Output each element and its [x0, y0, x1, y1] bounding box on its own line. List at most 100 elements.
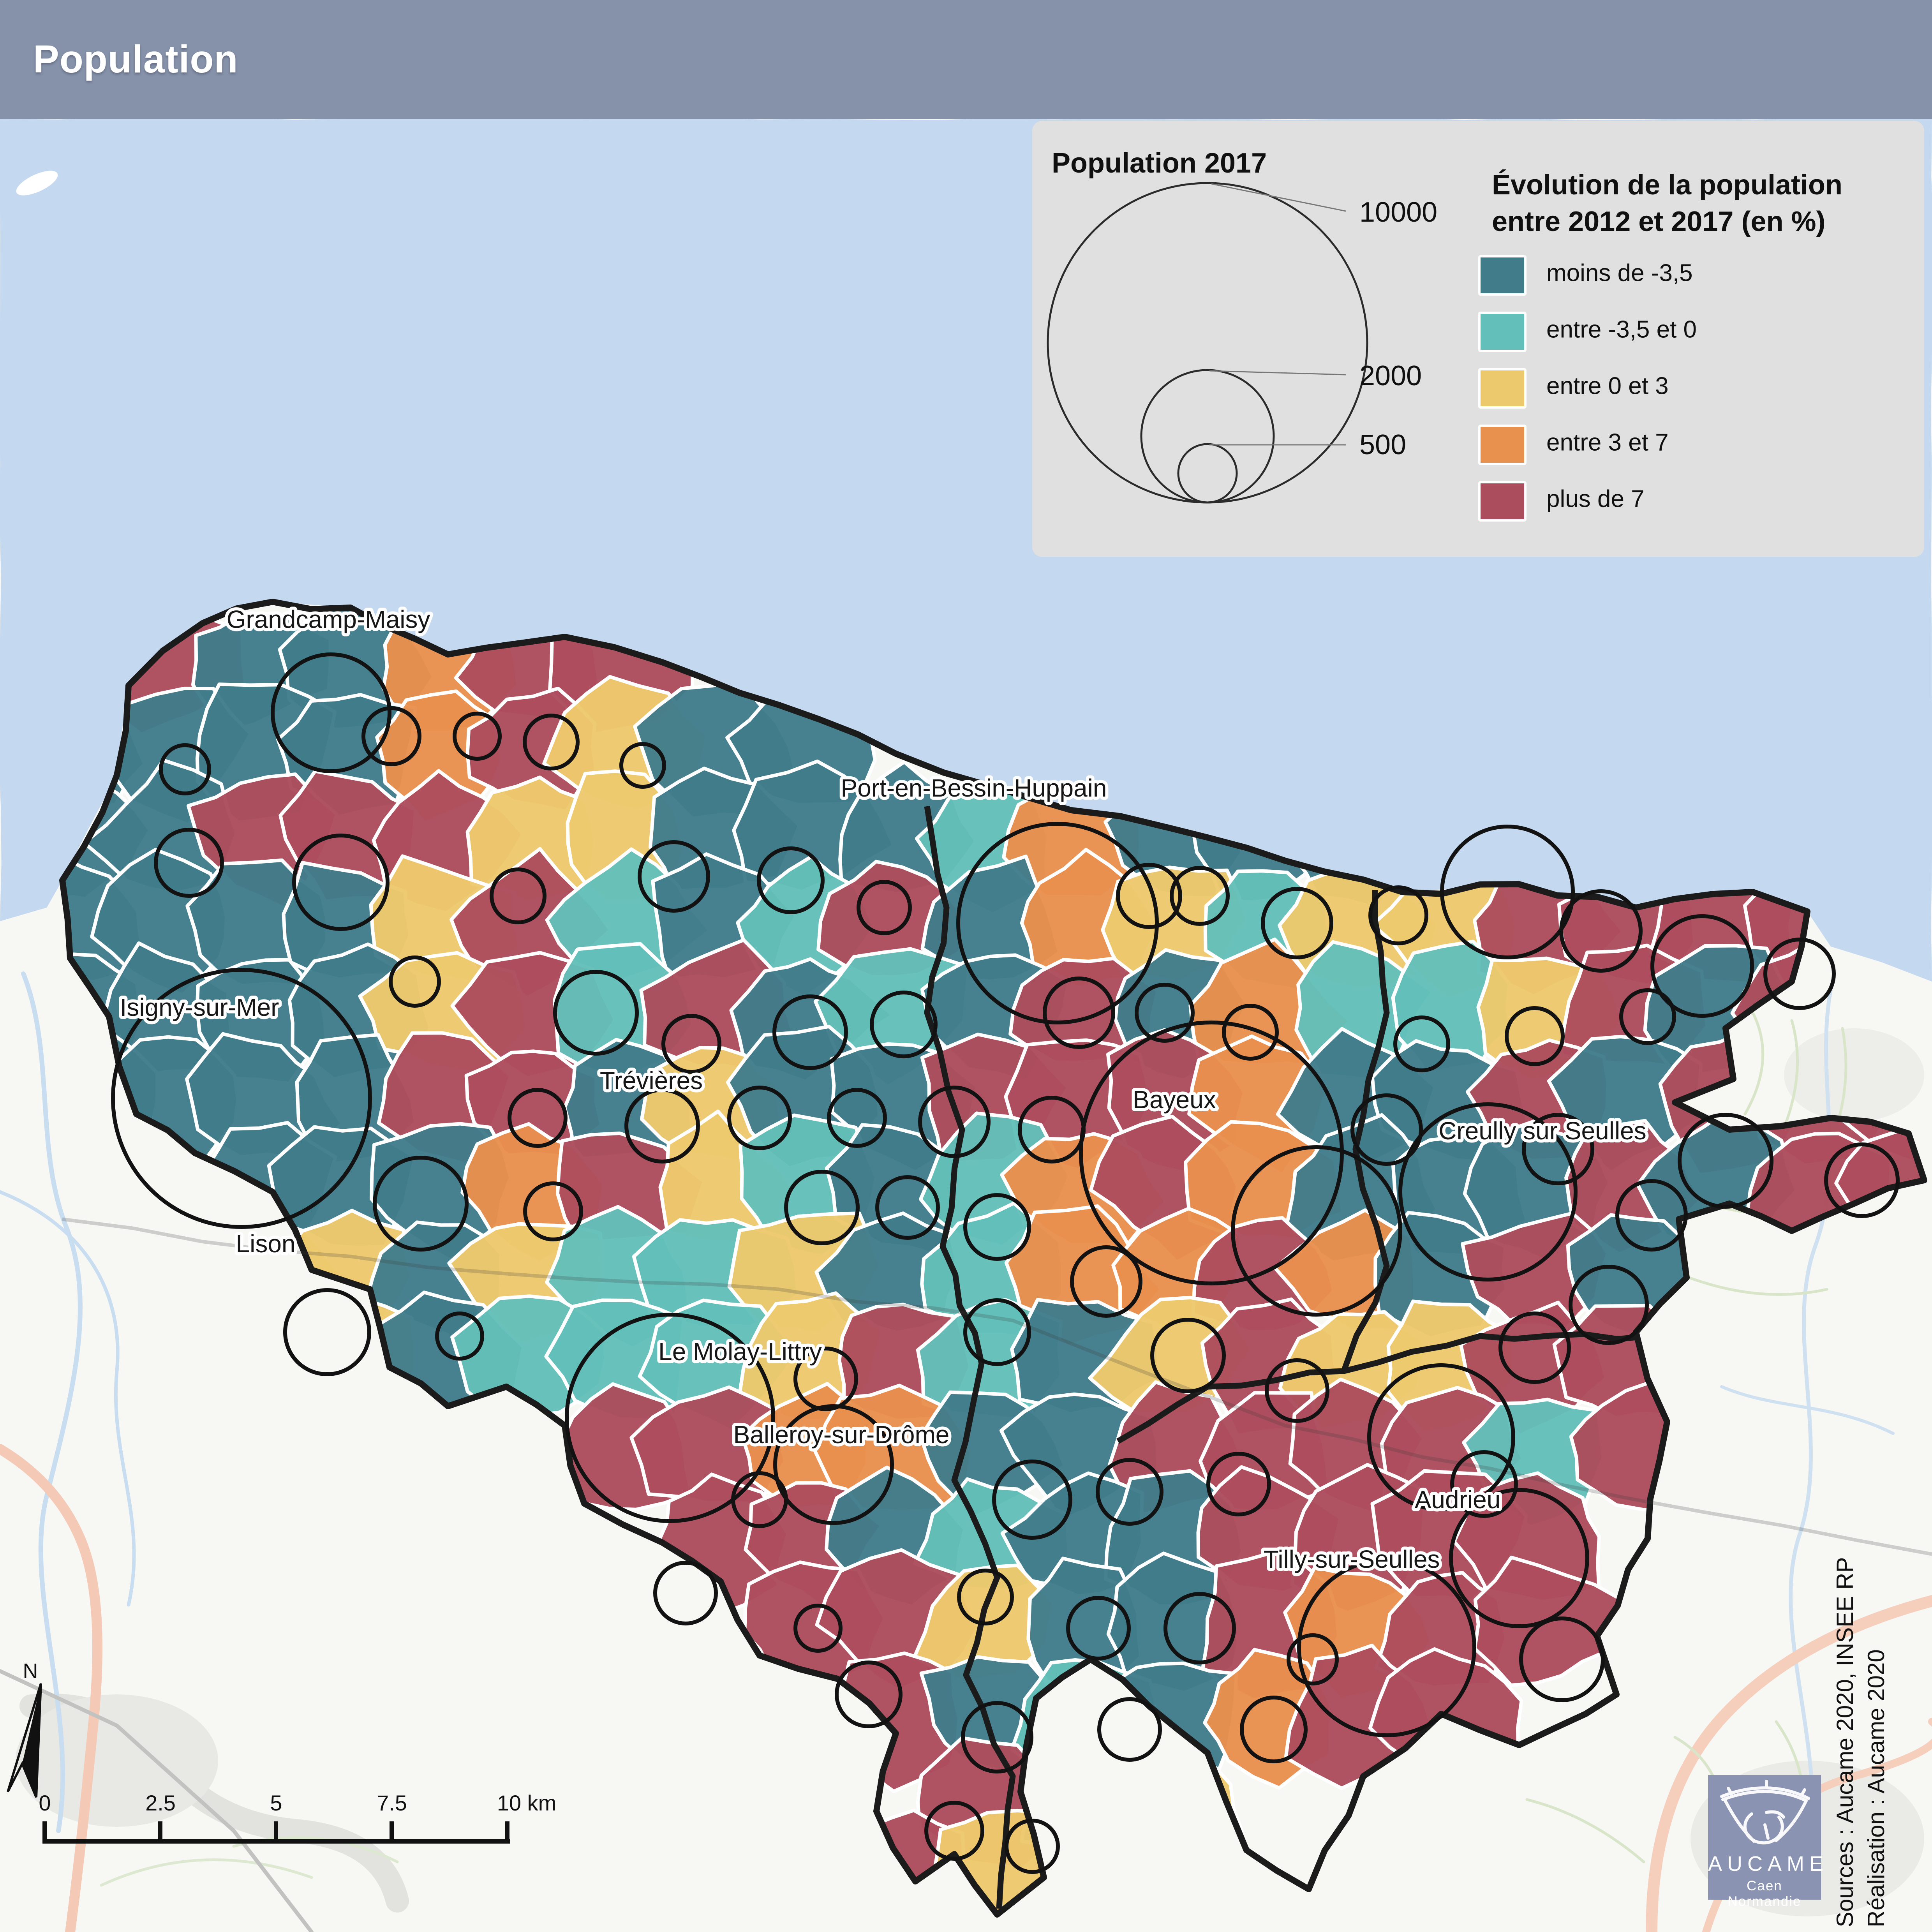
- population-circle: [827, 1088, 887, 1148]
- population-circle: [1569, 1265, 1649, 1345]
- commune-label: Port-en-Bessin-Huppain: [841, 774, 1107, 802]
- railway-line: [62, 1217, 1932, 1556]
- legend-class-label-2: entre 0 et 3: [1546, 372, 1669, 400]
- population-circle: [1450, 1450, 1518, 1518]
- population-circle: [963, 1298, 1031, 1366]
- population-circle: [784, 1170, 860, 1245]
- scale-tick-label: 5: [270, 1791, 282, 1815]
- aucame-logo-sketch: [1720, 1780, 1810, 1845]
- population-circle: [924, 1801, 984, 1861]
- legend-swatch-0: [1478, 255, 1527, 296]
- population-circle: [1261, 887, 1333, 959]
- population-circle: [992, 1460, 1072, 1540]
- population-circle: [963, 1193, 1031, 1261]
- population-circle: [1559, 889, 1643, 973]
- population-circle: [1449, 1488, 1589, 1628]
- legend-class-label-3: entre 3 et 7: [1546, 429, 1669, 456]
- population-circle: [1824, 1142, 1900, 1218]
- population-circle: [361, 706, 421, 766]
- population-circle: [957, 1569, 1014, 1625]
- page-title: Population: [33, 37, 238, 81]
- commune-label: Balleroy-sur-Drôme: [733, 1421, 950, 1449]
- population-circle: [159, 743, 211, 795]
- population-circle: [1150, 1318, 1226, 1393]
- population-circle: [1005, 1819, 1060, 1874]
- population-circle: [1393, 1015, 1450, 1072]
- population-circle: [624, 1088, 700, 1163]
- population-circle: [727, 1086, 792, 1150]
- legend-circle-value-2000: 2000: [1359, 360, 1422, 391]
- legend-circle-value-10000: 10000: [1359, 197, 1438, 228]
- population-circle: [565, 1313, 775, 1523]
- population-circle: [1615, 1179, 1688, 1252]
- territory-outline: [59, 599, 1927, 1918]
- population-circle: [1206, 1452, 1271, 1516]
- legend-swatch-4: [1478, 481, 1527, 522]
- population-circle: [553, 970, 639, 1056]
- population-circle: [1440, 825, 1575, 959]
- population-circle: [1650, 914, 1754, 1018]
- commune-label: Isigny-sur-Mer: [120, 993, 279, 1021]
- population-circle: [793, 1347, 858, 1411]
- population-circle: [653, 1561, 718, 1625]
- population-circle: [1231, 1145, 1402, 1317]
- population-circle: [1096, 1458, 1163, 1526]
- legend-panel: Population 2017 10000 2000 500 Évolution…: [1032, 121, 1924, 557]
- population-circles: [111, 652, 1900, 1874]
- population-circle: [661, 1014, 721, 1074]
- population-circle: [490, 867, 546, 924]
- population-circle: [619, 742, 666, 789]
- legend-class-label-4: plus de 7: [1546, 485, 1645, 513]
- population-circle: [389, 955, 441, 1008]
- epci-borders: [924, 806, 1652, 1909]
- commune-label: Grandcamp-Maisy: [227, 605, 430, 633]
- legend-classes-title: Évolution de la population entre 2012 et…: [1492, 169, 1842, 237]
- scale-tick-label: 2.5: [145, 1791, 176, 1815]
- commune-label: Lison: [236, 1230, 296, 1258]
- population-circle: [292, 834, 390, 931]
- logo-subtitle: Caen Normandie: [1728, 1878, 1802, 1909]
- legend-circle-value-500: 500: [1359, 429, 1407, 460]
- epci-border: [924, 806, 1016, 1909]
- legend-circle-diagram: [1047, 182, 1368, 504]
- legend-swatch-1: [1478, 312, 1527, 352]
- population-circle: [453, 712, 502, 761]
- commune-label: Audrieu: [1415, 1486, 1501, 1514]
- legend-class-label-0: moins de -3,5: [1546, 259, 1693, 287]
- commune-label: Le Molay-Littry: [658, 1338, 822, 1366]
- population-circle: [508, 1088, 568, 1148]
- population-circle: [373, 1156, 469, 1252]
- population-circle: [956, 822, 1159, 1024]
- population-circle: [1763, 938, 1836, 1010]
- population-circle: [1519, 1616, 1605, 1702]
- aucame-logo: AUCAME Caen Normandie: [1708, 1775, 1829, 1909]
- population-circle: [1367, 1363, 1515, 1511]
- population-circle: [1287, 1633, 1339, 1685]
- population-circle: [1066, 1596, 1131, 1661]
- population-circle: [283, 1288, 371, 1376]
- population-circle: [638, 840, 710, 913]
- population-circle: [793, 1604, 843, 1653]
- legend-class-label-1: entre -3,5 et 0: [1546, 316, 1697, 343]
- epci-border: [1116, 1331, 1652, 1444]
- credit-sources: Sources : Aucame 2020, INSEE RP: [1832, 1557, 1858, 1927]
- population-circle: [154, 828, 224, 898]
- north-arrow: N: [7, 1659, 42, 1798]
- population-circle: [1170, 866, 1230, 926]
- population-circle: [857, 880, 912, 935]
- population-circle: [1043, 977, 1115, 1049]
- commune-label: Tilly-sur-Seulles: [1264, 1545, 1440, 1573]
- population-circle: [523, 714, 580, 770]
- population-circle: [757, 846, 825, 914]
- scale-tick-label: 10 km: [497, 1791, 557, 1815]
- north-label: N: [23, 1659, 38, 1683]
- population-circle: [1505, 1006, 1565, 1066]
- legend-circles-title: Population 2017: [1052, 148, 1267, 179]
- population-circle: [523, 1181, 583, 1241]
- legend-swatch-2: [1478, 368, 1527, 409]
- population-circle: [1297, 1558, 1476, 1737]
- population-circle: [835, 1661, 903, 1728]
- population-circle: [435, 1312, 484, 1361]
- population-circle: [1135, 983, 1195, 1043]
- logo-name: AUCAME: [1708, 1852, 1829, 1876]
